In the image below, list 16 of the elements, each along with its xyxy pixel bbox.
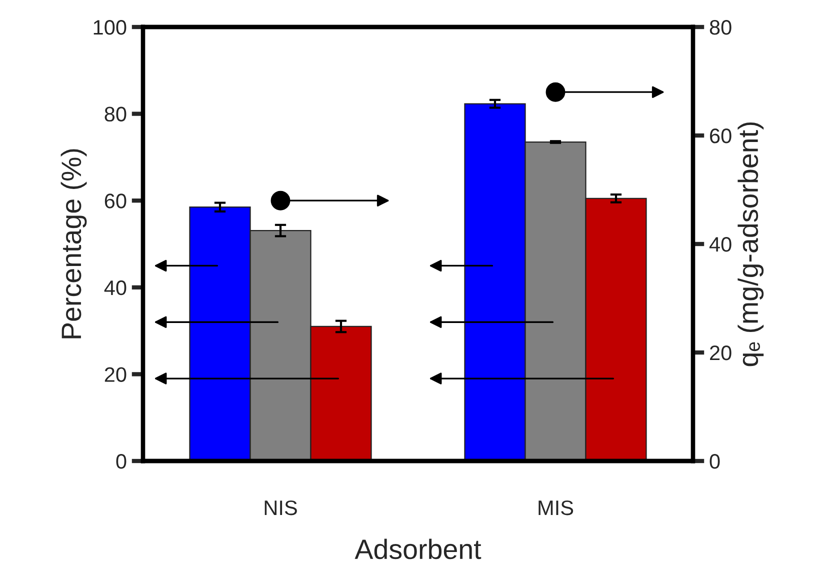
x-tick-label: MIS [538,500,574,516]
y2-tick-label: 60 [710,128,732,144]
x-axis-title: Adsorbent [354,538,482,560]
y-tick-label: 80 [104,106,126,122]
y-tick-label: 20 [104,367,126,382]
y2-tick-label: 40 [709,237,732,252]
y-axis-title: Percentage (%) [60,149,87,338]
y2-axis-title: qₑ (mg/g-adsorbent) [738,122,764,366]
y-tick-label: 40 [104,280,126,296]
y-tick-label: 60 [104,194,126,208]
x-tick-label: NIS [264,500,297,516]
y-tick-label: 0 [116,454,126,469]
y2-tick-label: 80 [710,20,732,35]
y2-tick-label: 0 [710,454,720,469]
y2-tick-label: 20 [710,346,732,360]
y-tick-label: 100 [94,20,126,35]
